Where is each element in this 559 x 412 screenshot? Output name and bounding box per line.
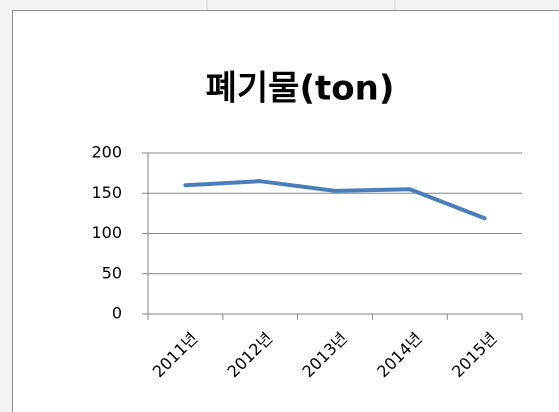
y-tick-label: 150 bbox=[91, 183, 122, 202]
y-tick-label: 200 bbox=[91, 143, 122, 162]
y-tick-label: 0 bbox=[112, 304, 122, 323]
line-series bbox=[183, 179, 487, 221]
chart-title: 폐기물(ton) bbox=[206, 69, 395, 109]
y-tick-label: 50 bbox=[102, 263, 122, 282]
y-tick-label: 100 bbox=[91, 223, 122, 242]
